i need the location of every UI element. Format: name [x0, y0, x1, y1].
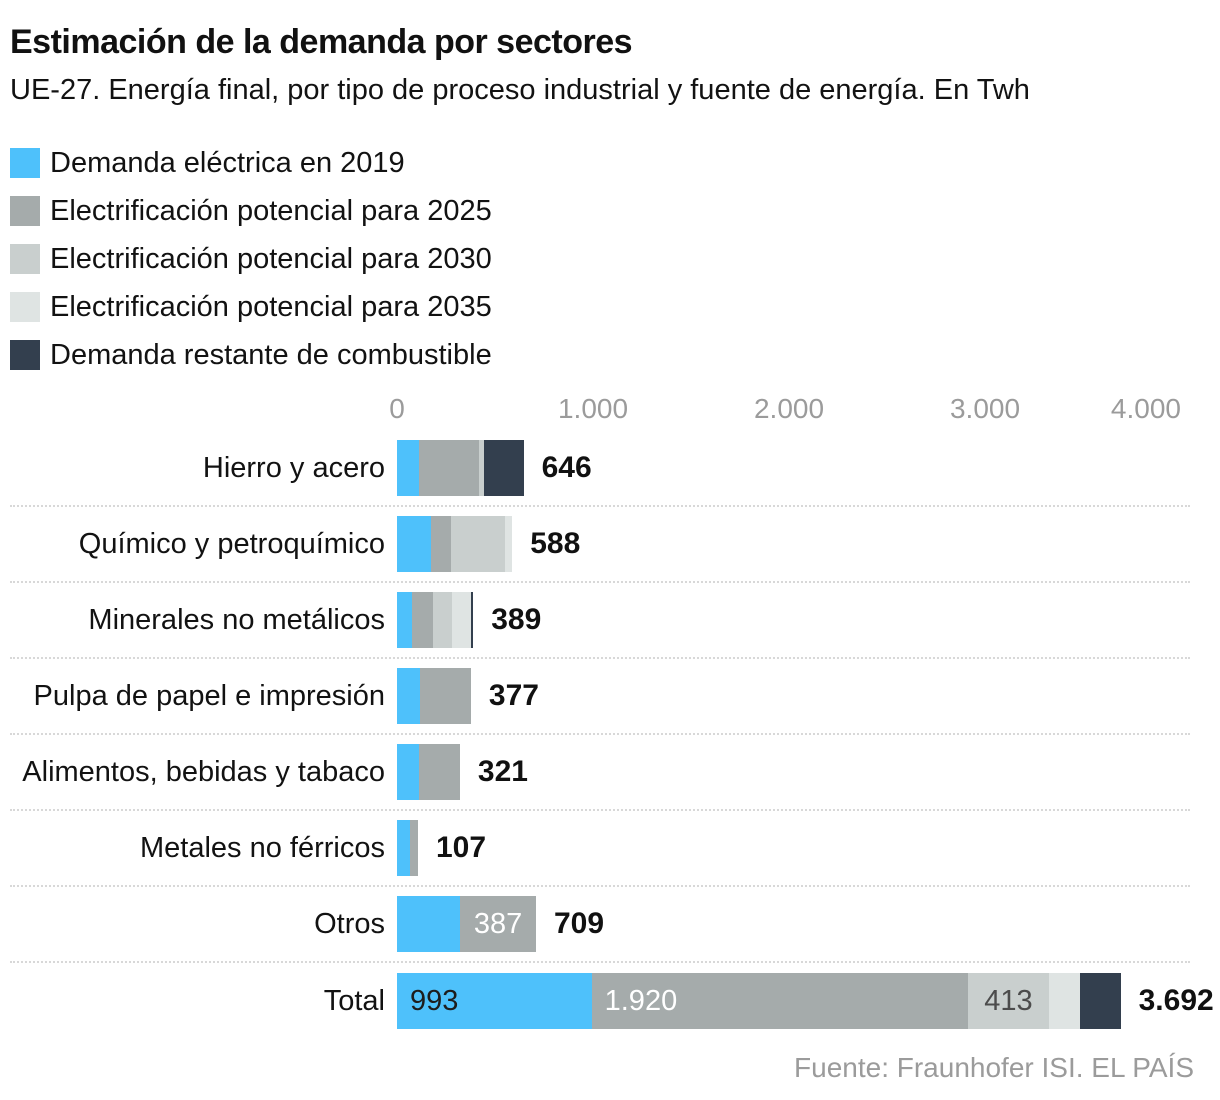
- bar-stack: [397, 744, 460, 801]
- bar-total-value: 389: [491, 603, 542, 637]
- bar-stack: 993 1.920 413: [397, 973, 1121, 1030]
- bar-segment-e2019: [397, 516, 432, 573]
- bar-area: 107: [397, 820, 1181, 877]
- legend: Demanda eléctrica en 2019 Electrificación…: [10, 139, 1190, 379]
- bar-total-value: 377: [488, 679, 539, 713]
- bar-total-value: 107: [435, 831, 487, 865]
- segment-value-label: 993: [410, 985, 459, 1018]
- stacked-bar-chart: 0 1.000 2.000 3.000 4.000 Hierro y acero 646 Q…: [10, 393, 1214, 1039]
- bar-segment-e2019: [397, 896, 461, 953]
- bar-stack: [397, 668, 471, 725]
- bar-segment-fuel: [471, 592, 474, 649]
- category-label: Total: [323, 984, 385, 1017]
- bar-area: 389: [397, 592, 1181, 649]
- bar-segment-e2025: 1.920: [591, 973, 968, 1030]
- chart-card: Estimación de la demanda por sectores UE…: [10, 23, 1214, 1039]
- bar-segment-e2019: [397, 668, 420, 725]
- chart-row: Pulpa de papel e impresión 377: [10, 659, 1190, 736]
- chart-row: Otros 387 709: [10, 887, 1190, 964]
- chart-row: Hierro y acero 646: [10, 431, 1190, 508]
- x-axis-tick-1.000: 1.000: [557, 393, 629, 425]
- x-axis-tick-0: 0: [389, 393, 405, 425]
- bar-segment-e2025: [409, 820, 418, 877]
- bar-segment-e2035: [505, 516, 513, 573]
- category-label: Hierro y acero: [202, 451, 385, 484]
- bar-segment-e2030: [432, 592, 453, 649]
- category-label: Otros: [314, 907, 385, 940]
- x-axis-tick-3.000: 3.000: [949, 393, 1021, 425]
- legend-label: Demanda restante de combustible: [50, 338, 492, 371]
- bar-segment-e2035: [1048, 973, 1080, 1030]
- legend-item-fuel: Demanda restante de combustible: [10, 331, 1190, 379]
- bar-segment-e2030: [478, 440, 484, 497]
- bar-segment-e2030: [451, 516, 506, 573]
- category-label: Alimentos, bebidas y tabaco: [22, 755, 385, 788]
- legend-item-e2019: Demanda eléctrica en 2019: [10, 139, 1190, 187]
- bar-segment-e2025: [418, 744, 460, 801]
- chart-row: Total 993 1.920 413 3.692: [10, 963, 1214, 1039]
- chart-row: Químico y petroquímico 588: [10, 507, 1190, 584]
- legend-swatch-fuel: [10, 340, 40, 371]
- bar-segment-e2025: 387: [460, 896, 536, 953]
- bar-total-value: 646: [541, 451, 592, 485]
- source-credit: Fuente: Fraunhofer ISI. EL PAÍS: [794, 1052, 1194, 1083]
- legend-label: Demanda eléctrica en 2019: [50, 146, 405, 179]
- chart-row: Minerales no metálicos 389: [10, 583, 1190, 660]
- segment-value-label: 1.920: [604, 985, 678, 1018]
- bar-segment-fuel: [1079, 973, 1121, 1030]
- bar-stack: [397, 516, 513, 573]
- bar-stack: [397, 820, 418, 877]
- bar-segment-e2019: [397, 820, 410, 877]
- bar-segment-e2019: [397, 744, 419, 801]
- bar-segment-e2025: [418, 440, 479, 497]
- segment-value-label: 387: [473, 908, 523, 941]
- bar-total-value: 321: [477, 755, 528, 789]
- bar-area: 321: [397, 744, 1181, 801]
- category-label: Químico y petroquímico: [78, 527, 385, 560]
- bar-segment-fuel: [483, 440, 524, 497]
- category-label: Metales no férricos: [140, 831, 385, 864]
- x-axis: 0 1.000 2.000 3.000 4.000: [389, 393, 1181, 431]
- chart-row: Metales no férricos 107: [10, 811, 1190, 888]
- legend-swatch-e2035: [10, 292, 40, 323]
- chart-rows: Hierro y acero 646 Químico y petroquímico 5…: [10, 431, 1214, 1039]
- legend-label: Electrificación potencial para 2035: [50, 290, 492, 323]
- page-title: Estimación de la demanda por sectores: [10, 23, 633, 61]
- chart-row: Alimentos, bebidas y tabaco 321: [10, 735, 1190, 812]
- bar-segment-e2030: 413: [967, 973, 1049, 1030]
- bar-segment-e2035: [452, 592, 472, 649]
- bar-stack: 387: [397, 896, 536, 953]
- bar-segment-e2019: 993: [397, 973, 592, 1030]
- legend-swatch-e2030: [10, 244, 40, 275]
- legend-item-e2030: Electrificación potencial para 2030: [10, 235, 1190, 283]
- bar-area: 377: [397, 668, 1181, 725]
- bar-total-value: 3.692: [1138, 984, 1214, 1018]
- x-axis-tick-2.000: 2.000: [753, 393, 825, 425]
- bar-segment-e2019: [397, 440, 419, 497]
- bar-total-value: 588: [530, 527, 581, 561]
- segment-value-label: 413: [984, 985, 1033, 1018]
- bar-area: 588: [397, 516, 1181, 573]
- legend-item-e2025: Electrificación potencial para 2025: [10, 187, 1190, 235]
- page-subtitle: UE-27. Energía final, por tipo de proces…: [10, 73, 1030, 106]
- bar-stack: [397, 440, 524, 497]
- x-axis-tick-4.000: 4.000: [1110, 393, 1181, 425]
- legend-item-e2035: Electrificación potencial para 2035: [10, 283, 1190, 331]
- bar-total-value: 709: [553, 907, 605, 941]
- legend-label: Electrificación potencial para 2030: [50, 242, 492, 275]
- bar-segment-e2019: [397, 592, 412, 649]
- bar-segment-e2025: [419, 668, 471, 725]
- bar-segment-e2025: [411, 592, 433, 649]
- bar-area: 387 709: [397, 896, 1181, 953]
- category-label: Minerales no metálicos: [88, 603, 385, 636]
- category-label: Pulpa de papel e impresión: [33, 679, 385, 712]
- legend-swatch-e2025: [10, 196, 40, 227]
- bar-segment-e2025: [431, 516, 452, 573]
- legend-label: Electrificación potencial para 2025: [50, 194, 492, 227]
- bar-area: 646: [397, 440, 1181, 497]
- legend-swatch-e2019: [10, 148, 40, 179]
- bar-stack: [397, 592, 474, 649]
- bar-area: 993 1.920 413 3.692: [397, 973, 1214, 1030]
